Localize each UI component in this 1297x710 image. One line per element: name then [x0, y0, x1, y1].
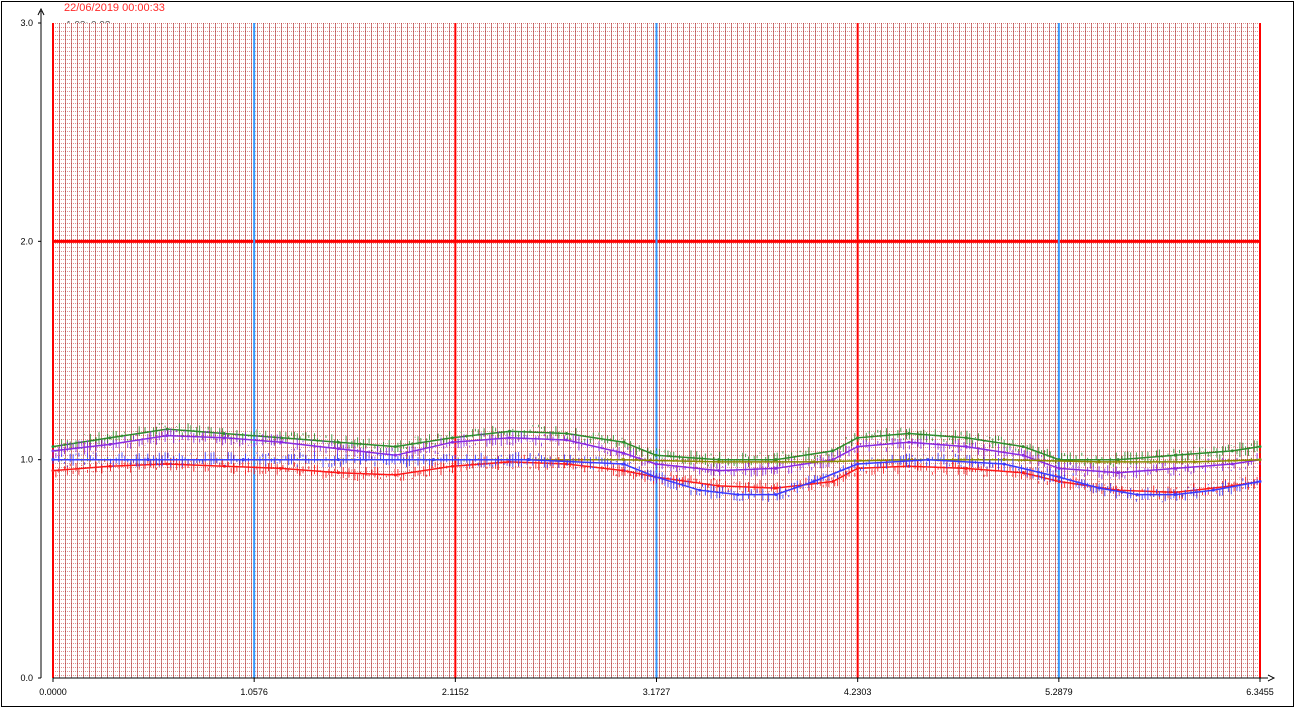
data-point: [1258, 445, 1262, 449]
series-blue: [51, 452, 1262, 503]
x-tick-label: 1.0576: [240, 687, 268, 697]
data-point: [622, 440, 626, 444]
data-point: [622, 451, 626, 455]
series-purple: [51, 428, 1262, 480]
data-point: [527, 458, 531, 462]
data-point: [964, 466, 968, 470]
data-point: [336, 458, 340, 462]
data-point: [717, 484, 721, 488]
reference-lines: [52, 23, 1261, 678]
series-layer: [51, 423, 1262, 503]
data-point: [907, 440, 911, 444]
x-tick-label: 6.3455: [1246, 687, 1274, 697]
data-point: [774, 466, 778, 470]
data-point: [450, 436, 454, 440]
data-point: [1173, 453, 1177, 457]
data-point: [565, 438, 569, 442]
y-tick-label: 1.0: [20, 455, 33, 465]
data-point: [1230, 462, 1234, 466]
y-tick-label: 0.0: [20, 673, 33, 683]
data-point: [774, 486, 778, 490]
data-point: [654, 475, 658, 479]
data-point: [241, 458, 245, 462]
axes: [37, 7, 1276, 682]
data-point: [1021, 445, 1025, 449]
data-point: [1173, 466, 1177, 470]
data-point: [1135, 493, 1139, 497]
timestamp-label: 22/06/2019 00:00:33: [64, 2, 165, 14]
data-point: [1002, 458, 1006, 462]
data-point: [146, 458, 150, 462]
data-point: [856, 445, 860, 449]
data-point: [108, 442, 112, 446]
data-point: [856, 462, 860, 466]
y-axis-arrow-icon: [37, 7, 45, 16]
data-point: [622, 462, 626, 466]
data-point: [508, 436, 512, 440]
data-point: [279, 436, 283, 440]
data-point: [450, 440, 454, 444]
x-axis-arrow-icon: [1267, 674, 1276, 682]
data-point: [774, 458, 778, 462]
data-point: [279, 466, 283, 470]
y-tick-label: 3.0: [20, 18, 33, 28]
data-point: [774, 493, 778, 497]
data-point: [1258, 480, 1262, 483]
data-point: [622, 469, 626, 473]
series-noise-purple: [52, 428, 1261, 480]
tick-labels: 0.0000 1.0576 2.1152 3.1727 4.2303 5.2879 6.34…: [20, 18, 1273, 697]
data-point: [717, 460, 721, 464]
data-point: [1173, 490, 1177, 494]
data-point: [1002, 462, 1006, 466]
data-point: [698, 488, 702, 492]
data-point: [831, 480, 835, 483]
data-point: [622, 458, 626, 462]
data-point: [926, 458, 930, 462]
data-point: [654, 453, 658, 457]
data-point: [279, 440, 283, 444]
data-point: [1173, 493, 1177, 497]
x-tick-label: 4.2303: [844, 687, 872, 697]
y-tick-label: 2.0: [20, 236, 33, 246]
data-point: [1230, 449, 1234, 453]
x-tick-label: 0.0000: [39, 687, 67, 697]
data-point: [51, 469, 55, 473]
data-point: [393, 445, 397, 449]
x-tick-label: 5.2879: [1045, 687, 1073, 697]
data-point: [654, 462, 658, 466]
data-point: [565, 431, 569, 435]
x-tick-label: 3.1727: [643, 687, 671, 697]
data-point: [165, 462, 169, 466]
data-point: [856, 436, 860, 440]
data-point: [1097, 460, 1101, 464]
x-tick-label: 2.1152: [442, 687, 469, 697]
